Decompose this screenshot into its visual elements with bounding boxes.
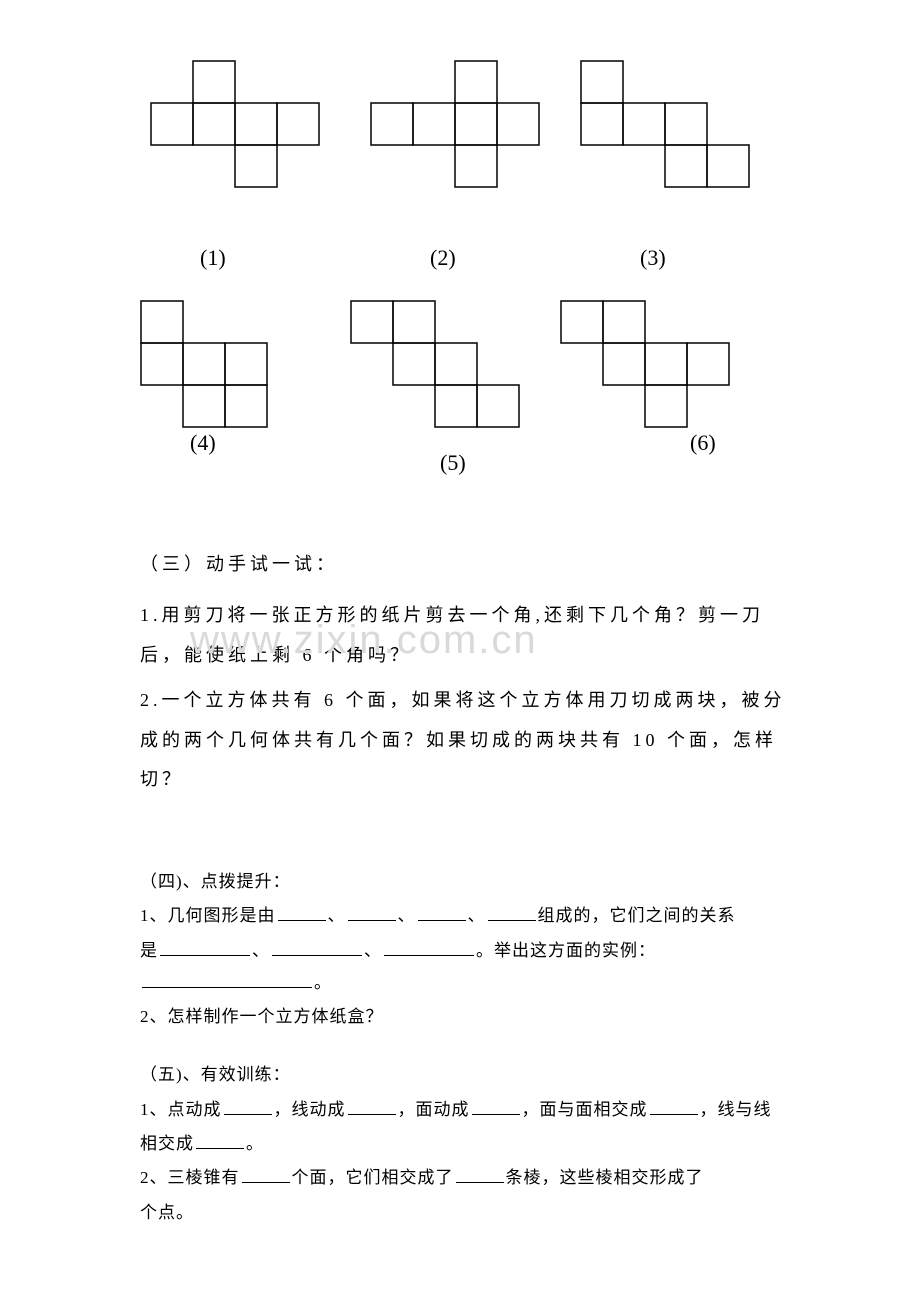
blank [160,939,250,956]
section-5-q1-line2: 相交成 。 [140,1128,800,1160]
s5q2a: 2、三棱锥有 [140,1168,240,1187]
section-3-heading: （三）动手试一试： [140,550,800,576]
s4q1-mid: 组成的，它们之间的关系 [538,906,736,925]
blank [196,1132,244,1149]
sep: 、 [468,906,486,925]
nets-figure-group: (1) (2) (3) (4) (5) (6) [140,60,800,510]
blank [418,904,466,921]
blank [488,904,536,921]
section-4-q1-line2: 是 、 、 。举出这方面的实例： 。 [140,935,800,1000]
section-5-q2-line2: 个点。 [140,1197,800,1229]
s4q1-l2a: 是 [140,941,158,960]
blank [456,1166,504,1183]
section-5-q1-line1: 1、点动成 ，线动成 ，面动成 ，面与面相交成 ，线与线 [140,1094,800,1126]
figure-caption-fig3: (3) [640,245,666,271]
cube-net-fig4 [140,300,268,428]
section-4-q1-line1: 1、几何图形是由 、 、 、 组成的，它们之间的关系 [140,900,800,932]
s5q1l2b: 。 [246,1134,264,1153]
cube-net-fig6 [560,300,730,428]
sep: 、 [398,906,416,925]
s5q1d: ，面与面相交成 [522,1100,648,1119]
s5q2c: 条棱，这些棱相交形成了 [506,1168,704,1187]
s5q1c: ，面动成 [398,1100,470,1119]
blank [142,971,312,988]
section-4-heading: （四)、点拨提升： [140,866,800,898]
cube-net-fig5 [350,300,520,428]
blank [242,1166,290,1183]
blank [472,1098,520,1115]
s5q1b: ，线动成 [274,1100,346,1119]
figure-caption-fig4: (4) [190,430,216,456]
figure-caption-fig2: (2) [430,245,456,271]
s4q1-end: 。 [314,973,332,992]
blank [348,904,396,921]
s4q1-prefix: 1、几何图形是由 [140,906,276,925]
s5q2d: 个点。 [140,1203,194,1222]
figure-caption-fig6: (6) [690,430,716,456]
section-4-q2: 2、怎样制作一个立方体纸盒？ [140,1001,800,1033]
sep: 、 [252,941,270,960]
section-5-q2-line1: 2、三棱锥有 个面，它们相交成了 条棱，这些棱相交形成了 [140,1162,800,1194]
s5q1a: 1、点动成 [140,1100,222,1119]
blank [384,939,474,956]
figure-caption-fig5: (5) [440,450,466,476]
cube-net-fig3 [580,60,750,188]
blank [348,1098,396,1115]
blank [224,1098,272,1115]
cube-net-fig2 [370,60,540,188]
section-5-heading: （五)、有效训练： [140,1059,800,1091]
blank [272,939,362,956]
section-3-q2: 2.一个立方体共有 6 个面，如果将这个立方体用刀切成两块，被分成的两个几何体共… [140,681,800,800]
section-3-q1: 1.用剪刀将一张正方形的纸片剪去一个角,还剩下几个角？剪一刀后，能使纸上剩 6 … [140,596,800,675]
blank [278,904,326,921]
cube-net-fig1 [150,60,320,188]
s5q1e: ，线与线 [700,1100,772,1119]
sep: 、 [364,941,382,960]
s4q1-l2b: 。举出这方面的实例： [476,941,656,960]
s5q1l2a: 相交成 [140,1134,194,1153]
sep: 、 [328,906,346,925]
s5q2b: 个面，它们相交成了 [292,1168,454,1187]
blank [650,1098,698,1115]
figure-caption-fig1: (1) [200,245,226,271]
